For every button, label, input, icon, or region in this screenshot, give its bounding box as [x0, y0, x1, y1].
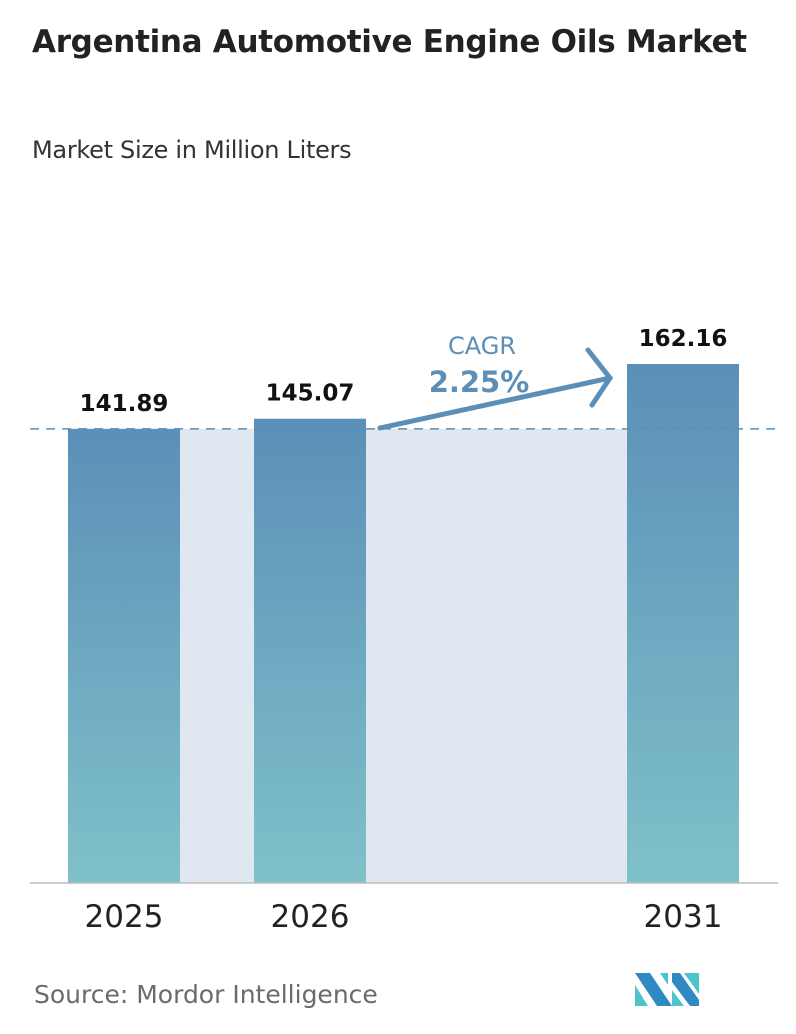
gap-shade	[180, 428, 254, 883]
source-note: Source: Mordor Intelligence	[34, 980, 378, 1009]
x-tick-label-2025: 2025	[85, 899, 164, 935]
cagr-arrow	[377, 347, 614, 431]
data-label-2025: 141.89	[80, 391, 169, 417]
bar-2031	[627, 364, 739, 883]
bar-2025	[68, 428, 180, 883]
bar-2026	[254, 418, 366, 883]
cagr-value: 2.25%	[429, 365, 530, 399]
x-tick-label-2031: 2031	[644, 899, 723, 935]
cagr-label: CAGR	[448, 332, 516, 360]
gap-shade	[366, 428, 627, 883]
mordor-logo	[635, 973, 699, 1006]
data-label-2031: 162.16	[639, 326, 728, 352]
chart-subtitle: Market Size in Million Liters	[32, 136, 352, 164]
data-label-2026: 145.07	[266, 381, 355, 407]
x-tick-label-2026: 2026	[271, 899, 350, 935]
chart-title: Argentina Automotive Engine Oils Market	[32, 24, 747, 60]
